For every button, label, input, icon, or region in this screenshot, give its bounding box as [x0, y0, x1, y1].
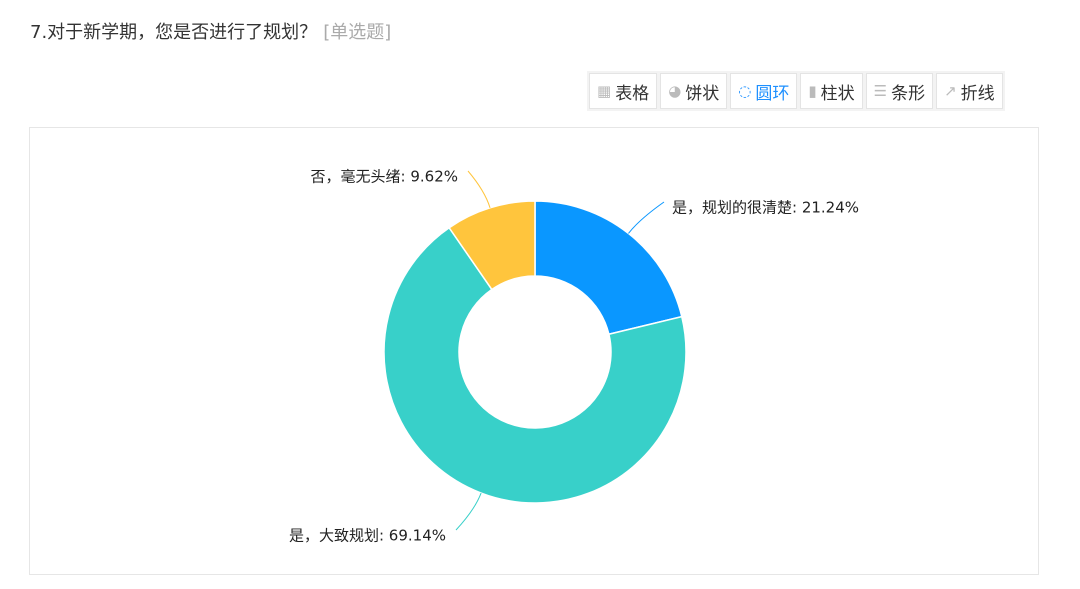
donut-slice[interactable] [383, 226, 687, 504]
pie-icon: ◕ [668, 82, 682, 100]
label-leader-line [467, 170, 491, 208]
donut-slice[interactable] [534, 200, 683, 336]
chart-type-label: 圆环 [755, 83, 790, 104]
chart-type-label: 柱状 [820, 83, 855, 104]
label-leader-line [455, 492, 482, 531]
line-chart-icon: ↗ [944, 82, 957, 100]
slice-label: 是，大致规划: 69.14% [289, 527, 446, 545]
chart-type-bar-chart-button[interactable]: ▮ 柱状 [800, 73, 863, 109]
chart-type-line-chart-button[interactable]: ↗ 折线 [936, 73, 1003, 109]
chart-panel [29, 127, 1039, 575]
horizontal-bar-icon: ☰ [873, 82, 888, 100]
chart-type-label: 表格 [615, 83, 650, 104]
bar-chart-icon: ▮ [808, 82, 817, 100]
chart-type-horizontal-bar-button[interactable]: ☰ 条形 [865, 73, 934, 109]
label-leader-line [628, 201, 665, 234]
chart-type-label: 条形 [891, 83, 926, 104]
question-text: 7.对于新学期，您是否进行了规划？ [30, 22, 318, 43]
chart-type-toolbar: ▦ 表格 ◕ 饼状 ◌ 圆环 ▮ 柱状 ☰ 条形 ↗ 折线 [589, 73, 1003, 109]
chart-type-table-button[interactable]: ▦ 表格 [589, 73, 658, 109]
chart-type-label: 折线 [960, 83, 995, 104]
slice-label: 是，规划的很清楚: 21.24% [672, 199, 859, 217]
question-type-tag: [单选题] [323, 22, 392, 43]
chart-type-pie-button[interactable]: ◕ 饼状 [660, 73, 728, 109]
question-title: 7.对于新学期，您是否进行了规划？ [单选题] [30, 18, 391, 44]
slice-label: 否，毫无头绪: 9.62% [311, 168, 458, 186]
chart-type-label: 饼状 [685, 83, 720, 104]
table-icon: ▦ [597, 82, 612, 100]
donut-slice[interactable] [448, 200, 536, 291]
chart-type-donut-button[interactable]: ◌ 圆环 [730, 73, 798, 109]
donut-icon: ◌ [738, 82, 752, 100]
